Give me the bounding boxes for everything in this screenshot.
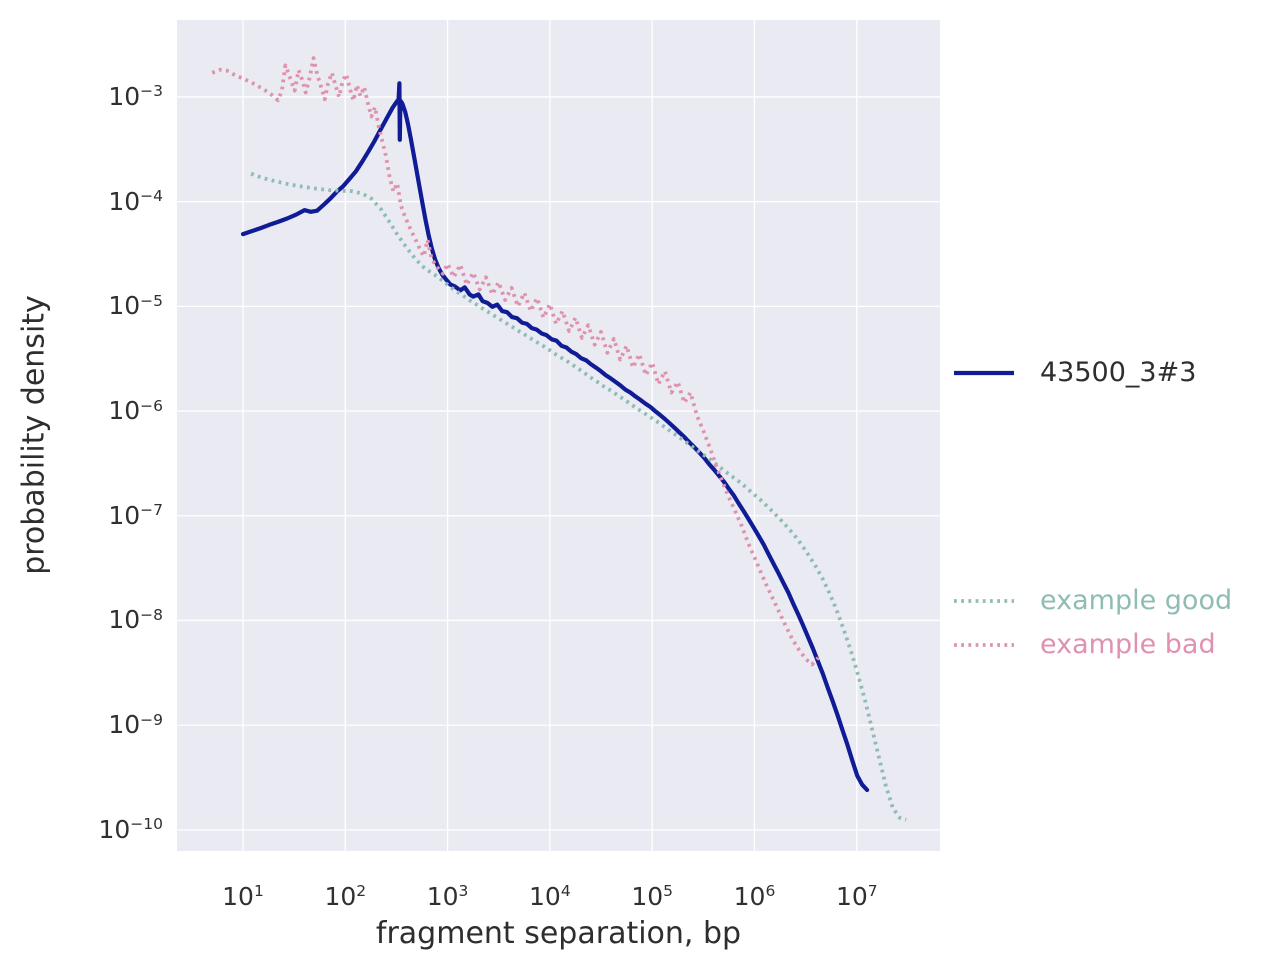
legend-label-sample: 43500_3#3 bbox=[1040, 357, 1197, 389]
series-line-43500-3-3 bbox=[240, 81, 870, 793]
legend-entry-sample: 43500_3#3 bbox=[952, 355, 1196, 391]
y-tick-label: 10−9 bbox=[108, 710, 163, 740]
y-tick-label: 10−5 bbox=[108, 291, 163, 321]
plot-background bbox=[177, 20, 940, 851]
plot-area bbox=[177, 20, 940, 851]
y-axis-label: probability density bbox=[16, 295, 52, 575]
x-tick-label: 106 bbox=[733, 882, 776, 911]
y-tick-label: 10−3 bbox=[108, 81, 163, 111]
legend-label-example-bad: example bad bbox=[1040, 629, 1216, 661]
x-tick-label: 103 bbox=[426, 882, 469, 911]
x-tick-label: 104 bbox=[529, 882, 571, 911]
legend-line-example-good bbox=[954, 599, 1014, 603]
x-axis-label: fragment separation, bp bbox=[375, 916, 742, 951]
x-tick-label: 101 bbox=[222, 882, 264, 911]
y-tick-label: 10−6 bbox=[108, 395, 163, 425]
y-tick-label: 10−4 bbox=[108, 186, 163, 216]
x-tick-label: 107 bbox=[835, 882, 878, 911]
x-axis-ticks: 101 102 103 104 105 106 107 bbox=[0, 882, 1283, 924]
y-axis-ticks: 10−3 10−4 10−5 10−6 10−7 10−8 10−9 10−10 bbox=[0, 0, 163, 900]
series-line-example-good bbox=[250, 171, 907, 822]
x-tick-label: 102 bbox=[324, 882, 367, 911]
legend-line-example-bad bbox=[954, 643, 1014, 647]
legend-line-sample bbox=[954, 370, 1014, 376]
x-tick-label: 105 bbox=[631, 882, 674, 911]
y-tick-label: 10−8 bbox=[108, 605, 163, 635]
y-tick-label: 10−7 bbox=[108, 500, 163, 530]
legend-label-example-good: example good bbox=[1040, 585, 1233, 617]
y-tick-label: 10−10 bbox=[98, 814, 163, 844]
legend-entry-example-bad: example bad bbox=[952, 627, 1216, 663]
legend-entry-example-good: example good bbox=[952, 583, 1232, 619]
